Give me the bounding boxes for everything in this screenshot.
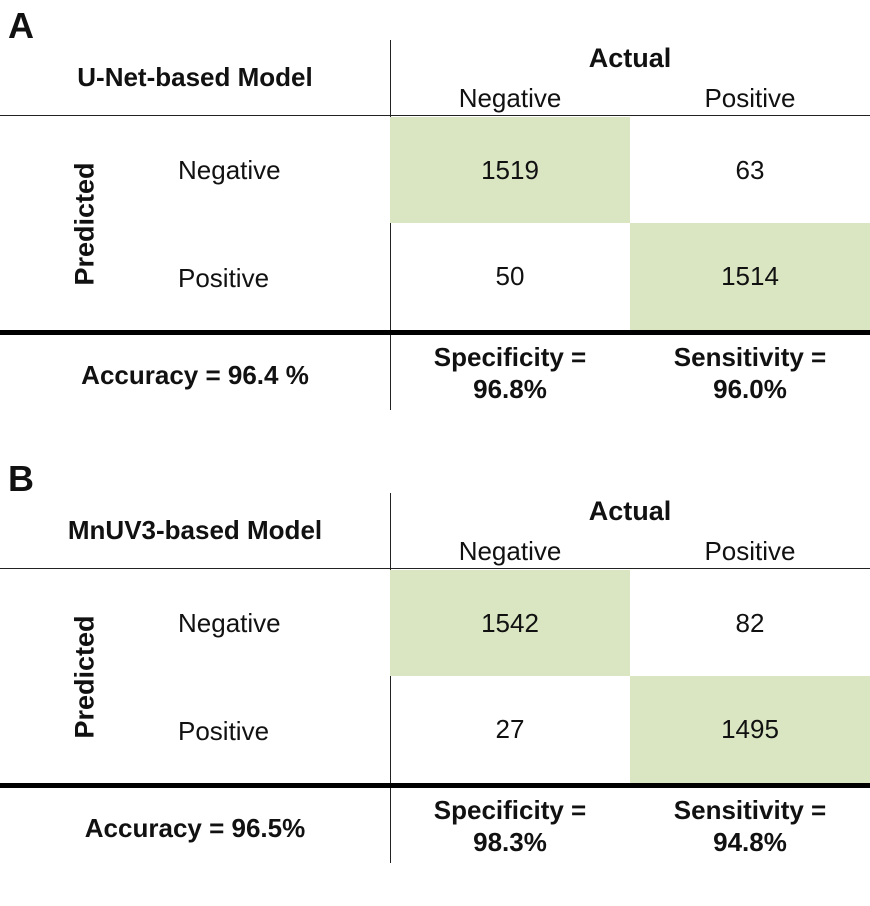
cell-false-positive: 50 bbox=[495, 261, 525, 291]
panel-letter: B bbox=[8, 458, 34, 499]
accuracy-label: Accuracy = 96.4 % bbox=[81, 360, 309, 390]
cell-true-positive: 1514 bbox=[630, 223, 870, 330]
panel-letter: A bbox=[8, 5, 34, 46]
actual-axis-title: Actual bbox=[588, 496, 672, 526]
column-header-negative: Negative bbox=[458, 83, 562, 113]
sensitivity-text: Sensitivity = bbox=[673, 342, 827, 372]
row-header-positive: Positive bbox=[178, 716, 270, 746]
sensitivity-value: 94.8% bbox=[713, 826, 787, 857]
cell-false-positive: 27 bbox=[495, 714, 525, 744]
confusion-matrix-panel-a: A U-Net-based Model Actual Negative Posi… bbox=[0, 5, 870, 410]
row-header-negative: Negative bbox=[178, 608, 281, 638]
row-header-positive: Positive bbox=[178, 263, 270, 293]
specificity-text: Specificity = bbox=[433, 795, 587, 825]
model-title: U-Net-based Model bbox=[77, 62, 313, 92]
header-divider bbox=[0, 115, 870, 116]
header-divider bbox=[0, 568, 870, 569]
specificity-label: Specificity = 96.8% bbox=[390, 342, 630, 405]
model-title: MnUV3-based Model bbox=[67, 515, 323, 545]
sensitivity-label: Sensitivity = 94.8% bbox=[630, 795, 870, 858]
cell-true-positive: 1495 bbox=[630, 676, 870, 783]
cell-false-negative: 82 bbox=[735, 607, 765, 638]
confusion-matrix-panel-b: B MnUV3-based Model Actual Negative Posi… bbox=[0, 453, 870, 906]
cell-true-negative: 1542 bbox=[390, 570, 630, 676]
specificity-text: Specificity = bbox=[433, 342, 587, 372]
vertical-divider bbox=[390, 493, 391, 863]
predicted-axis-title: Predicted bbox=[69, 615, 100, 739]
specificity-value: 98.3% bbox=[473, 826, 547, 857]
column-header-negative: Negative bbox=[458, 536, 562, 566]
accuracy-label: Accuracy = 96.5% bbox=[84, 813, 306, 843]
column-header-positive: Positive bbox=[704, 536, 796, 566]
metrics-divider bbox=[0, 783, 870, 788]
actual-axis-title: Actual bbox=[588, 43, 672, 73]
predicted-axis-title: Predicted bbox=[69, 162, 100, 286]
column-header-positive: Positive bbox=[704, 83, 796, 113]
sensitivity-value: 96.0% bbox=[713, 373, 787, 404]
metrics-divider bbox=[0, 330, 870, 335]
specificity-label: Specificity = 98.3% bbox=[390, 795, 630, 858]
cell-true-negative: 1519 bbox=[390, 117, 630, 223]
specificity-value: 96.8% bbox=[473, 373, 547, 404]
cell-false-negative: 63 bbox=[735, 154, 765, 185]
row-header-negative: Negative bbox=[178, 155, 281, 185]
vertical-divider bbox=[390, 40, 391, 410]
sensitivity-label: Sensitivity = 96.0% bbox=[630, 342, 870, 405]
sensitivity-text: Sensitivity = bbox=[673, 795, 827, 825]
